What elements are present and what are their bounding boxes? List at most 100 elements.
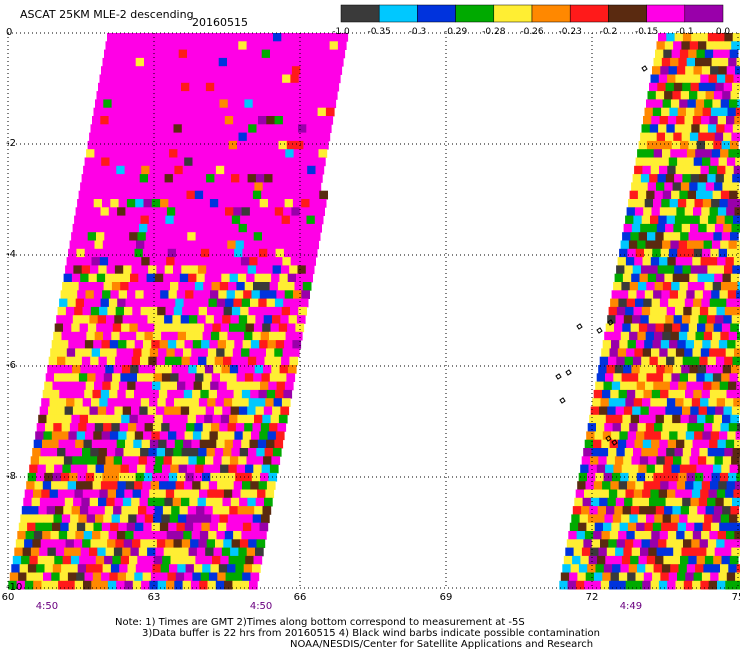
swath-cell <box>225 298 234 308</box>
swath-cell <box>108 439 118 449</box>
swath-cell <box>143 199 153 208</box>
swath-cell <box>294 99 303 109</box>
swath-cell <box>716 306 726 316</box>
swath-cell <box>721 323 731 333</box>
swath-cell <box>208 481 218 490</box>
swath-cell <box>701 66 711 75</box>
swath-cell <box>103 373 113 382</box>
swath-cell <box>644 248 653 258</box>
swath-cell <box>182 257 192 266</box>
swath-cell <box>220 140 230 150</box>
swath-cell <box>688 49 697 59</box>
swath-cell <box>678 240 688 250</box>
swath-cell <box>128 373 138 382</box>
swath-cell <box>623 456 632 465</box>
swath-cell <box>86 149 95 158</box>
swath-cell <box>167 340 177 349</box>
swath-cell <box>227 99 237 109</box>
swath-cell <box>196 91 205 100</box>
swath-cell <box>640 406 650 416</box>
swath-cell <box>174 165 184 175</box>
swath-cell <box>137 555 146 565</box>
swath-cell <box>671 373 681 382</box>
swath-cell <box>691 448 700 457</box>
swath-cell <box>42 439 51 449</box>
swath-cell <box>184 572 193 582</box>
swath-cell <box>179 323 188 333</box>
longitude-label: 75 <box>731 592 740 603</box>
swath-cell <box>654 282 664 291</box>
swath-cell <box>103 99 112 109</box>
swath-cell <box>674 174 683 183</box>
swath-cell <box>148 306 158 316</box>
swath-cell <box>42 481 52 490</box>
swath-cell <box>681 223 691 233</box>
swath-cell <box>259 107 269 117</box>
swath-cell <box>586 522 596 532</box>
swath-cell <box>271 132 281 142</box>
swath-cell <box>106 174 116 183</box>
swath-cell <box>289 265 298 275</box>
swath-cell <box>698 132 707 142</box>
swath-cell <box>682 174 692 183</box>
swath-cell <box>192 340 202 349</box>
swath-cell <box>288 132 297 142</box>
swath-cell <box>241 116 251 125</box>
swath-cell <box>654 373 664 382</box>
swath-cell <box>239 539 249 548</box>
swath-cell <box>657 406 666 416</box>
swath-cell <box>121 91 131 100</box>
left-swath-cells <box>8 33 349 590</box>
swath-cell <box>589 506 599 515</box>
swath-cell <box>109 340 119 349</box>
swath-cell <box>689 41 699 50</box>
swath-cell <box>290 165 300 175</box>
swath-cell <box>121 414 130 424</box>
swath-cell <box>144 423 154 432</box>
swath-cell <box>650 306 659 316</box>
swath-cell <box>659 439 669 449</box>
swath-cell <box>144 149 153 158</box>
swath-cell <box>635 248 645 258</box>
swath-cell <box>656 41 666 50</box>
swath-cell <box>164 265 174 275</box>
swath-cell <box>57 356 66 366</box>
swath-cell <box>165 215 175 225</box>
swath-cell <box>259 290 269 299</box>
swath-cell <box>686 522 695 532</box>
swath-cell <box>115 306 125 316</box>
swath-cell <box>211 514 220 524</box>
swath-cell <box>155 132 165 142</box>
swath-cell <box>658 398 668 407</box>
swath-cell <box>696 282 705 291</box>
swath-cell <box>269 331 278 341</box>
swath-cell <box>201 340 210 349</box>
swath-cell <box>609 348 619 358</box>
swath-cell <box>711 57 721 67</box>
swath-cell <box>274 165 283 175</box>
swath-cell <box>179 91 189 100</box>
swath-cell <box>81 265 91 275</box>
swath-cell <box>181 356 191 366</box>
swath-cell <box>218 57 228 67</box>
swath-cell <box>690 82 700 92</box>
swath-cell <box>68 431 78 441</box>
swath-cell <box>243 290 252 299</box>
swath-cell <box>242 431 252 441</box>
swath-cell <box>648 315 658 324</box>
swath-cell <box>681 315 691 324</box>
swath-cell <box>301 107 310 117</box>
swath-cell <box>646 555 656 565</box>
swath-cell <box>100 298 110 308</box>
swath-cell <box>673 547 682 557</box>
swath-cell <box>641 215 651 225</box>
swath-cell <box>694 522 703 532</box>
swath-cell <box>204 91 214 100</box>
swath-cell <box>675 348 685 358</box>
swath-cell <box>208 389 218 399</box>
swath-cell <box>92 531 101 540</box>
swath-cell <box>242 481 251 490</box>
swath-cell <box>296 223 306 233</box>
swath-cell <box>182 398 191 407</box>
swath-cell <box>731 406 740 416</box>
